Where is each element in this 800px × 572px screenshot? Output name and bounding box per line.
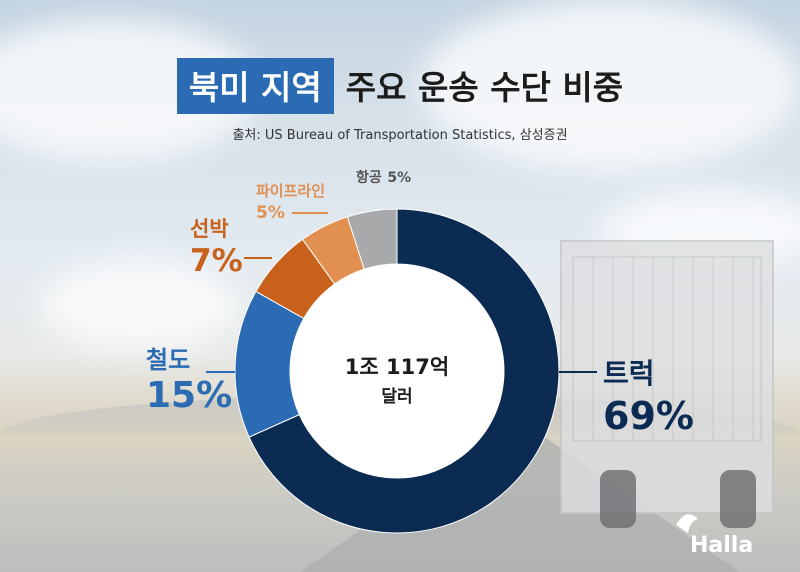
slice-truck bbox=[248, 208, 560, 534]
background-cloud bbox=[40, 260, 240, 350]
source-note: 출처: US Bureau of Transportation Statisti… bbox=[232, 128, 568, 143]
page-title: 북미 지역 주요 운송 수단 비중 bbox=[0, 58, 800, 114]
label-air: 항공 5% bbox=[356, 167, 411, 187]
label-air-value: 5% bbox=[387, 170, 412, 186]
label-truck-value: 69% bbox=[603, 394, 694, 438]
truck-wheel bbox=[720, 470, 756, 528]
title-text: 주요 운송 수단 비중 bbox=[345, 68, 624, 107]
center-total-unit: 달러 bbox=[381, 386, 412, 407]
label-rail: 철도 15% bbox=[146, 340, 232, 416]
label-pipeline: 파이프라인 5% bbox=[256, 180, 325, 223]
label-rail-value: 15% bbox=[146, 375, 233, 416]
label-truck-name: 트럭 bbox=[603, 357, 655, 390]
label-air-name: 항공 bbox=[356, 170, 382, 186]
label-ship-name: 선박 bbox=[190, 217, 229, 241]
halla-logo: Halla bbox=[676, 514, 753, 558]
title-highlight: 북미 지역 bbox=[176, 58, 334, 114]
center-total-value: 1조 117억 bbox=[345, 355, 449, 379]
brand-name: Halla bbox=[690, 533, 753, 558]
label-ship: 선박 7% bbox=[190, 213, 243, 279]
truck-wheel bbox=[600, 470, 636, 528]
label-rail-name: 철도 bbox=[146, 346, 191, 374]
label-truck: 트럭 69% bbox=[603, 352, 694, 438]
background-cloud bbox=[420, 0, 800, 170]
label-pipeline-name: 파이프라인 bbox=[256, 182, 326, 200]
label-pipeline-value: 5% bbox=[256, 203, 285, 223]
label-ship-value: 7% bbox=[190, 243, 243, 279]
truck-trailer-image bbox=[560, 240, 774, 514]
donut-hole bbox=[290, 264, 504, 478]
